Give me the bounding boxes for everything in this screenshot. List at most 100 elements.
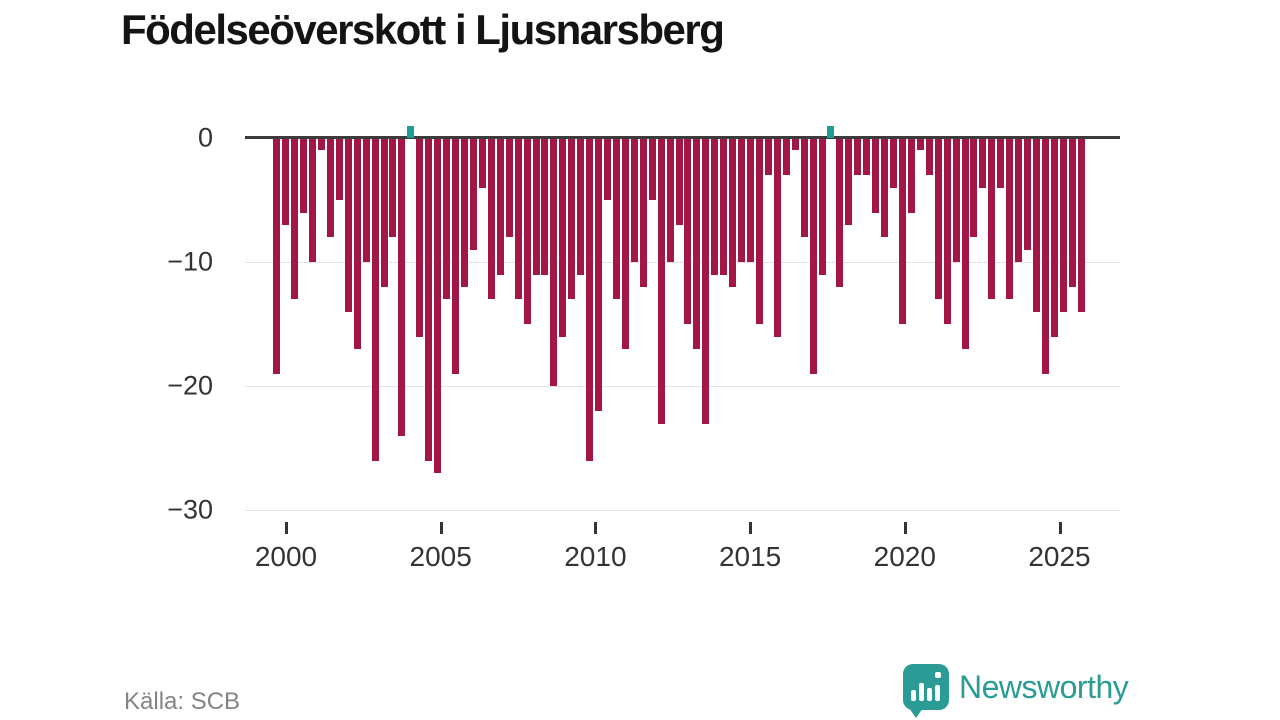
data-bar [300,138,307,213]
data-bar [738,138,745,262]
data-bar [425,138,432,461]
data-bar [1042,138,1049,374]
data-bar [774,138,781,337]
data-bar [443,138,450,299]
data-bar [291,138,298,299]
gridline [245,262,1120,263]
data-bar [398,138,405,436]
logo-bar-3 [927,688,932,701]
data-bar [318,138,325,150]
data-bar [908,138,915,213]
data-bar [461,138,468,287]
x-tick-label: 2015 [718,541,782,572]
x-tick-label: 2010 [564,541,627,572]
data-bar [702,138,709,424]
data-bar [559,138,566,337]
x-tick-label: 2005 [409,541,472,572]
data-bar [801,138,808,237]
data-bar [783,138,790,175]
source-label: Källa: SCB [124,688,241,715]
data-bar [935,138,942,299]
data-bar [416,138,423,337]
data-bar [577,138,584,275]
data-bar [506,138,513,237]
data-bar [649,138,656,200]
data-bar [1078,138,1085,312]
bar-chart-speech-bubble-icon [903,664,949,718]
data-bar [819,138,826,275]
y-tick-label: −10 [167,246,213,277]
logo-bar-2 [919,683,924,701]
data-bar [684,138,691,324]
data-bar [765,138,772,175]
data-bar [926,138,933,175]
data-bar [541,138,548,275]
gridline [245,510,1120,511]
y-tick-label: −20 [167,370,213,401]
data-bar [917,138,924,150]
data-bar [595,138,602,411]
data-bar [720,138,727,275]
x-tick-mark [749,522,752,534]
x-tick-mark [1059,522,1062,534]
data-bar [1015,138,1022,262]
logo-bar-1 [911,690,916,701]
data-bar [667,138,674,262]
data-bar [872,138,879,213]
data-bar [944,138,951,324]
newsworthy-wordmark: Newsworthy [959,668,1129,705]
data-bar [845,138,852,225]
data-bar [1024,138,1031,250]
data-bar [827,126,834,138]
data-bar [524,138,531,324]
data-bar [363,138,370,262]
gridline [245,386,1120,387]
data-bar [497,138,504,275]
data-bar [658,138,665,424]
data-bar [693,138,700,349]
data-bar [1051,138,1058,337]
data-bar [622,138,629,349]
zero-axis-line [245,136,1120,139]
data-bar [273,138,280,374]
data-bar [890,138,897,188]
data-bar [372,138,379,461]
data-bar [810,138,817,374]
speech-bubble-tail [909,708,923,718]
x-tick-label: 2020 [873,541,936,572]
data-bar [533,138,540,275]
logo-bar-4 [935,685,940,701]
data-bar [863,138,870,175]
y-tick-label: 0 [197,122,213,152]
data-bar [1006,138,1013,299]
data-bar [747,138,754,262]
x-tick-mark [440,522,443,534]
data-bar [631,138,638,262]
data-bar [1060,138,1067,312]
x-tick-label: 2000 [254,541,318,572]
data-bar [711,138,718,275]
data-bar [836,138,843,287]
data-bar [381,138,388,287]
data-bar [899,138,906,324]
data-bar [389,138,396,237]
data-bar [953,138,960,262]
data-bar [1069,138,1076,287]
data-bar [676,138,683,225]
x-tick-mark [285,522,288,534]
x-tick-mark [904,522,907,534]
x-tick-label: 2025 [1028,541,1091,572]
data-bar [479,138,486,188]
data-bar [1033,138,1040,312]
chart-title: Födelseöverskott i Ljusnarsberg [121,6,725,53]
data-bar [756,138,763,324]
data-bar [613,138,620,299]
data-bar [309,138,316,262]
data-bar [515,138,522,299]
logo-dot [935,672,941,678]
data-bar [470,138,477,250]
data-bar [327,138,334,237]
data-bar [488,138,495,299]
data-bar [970,138,977,237]
